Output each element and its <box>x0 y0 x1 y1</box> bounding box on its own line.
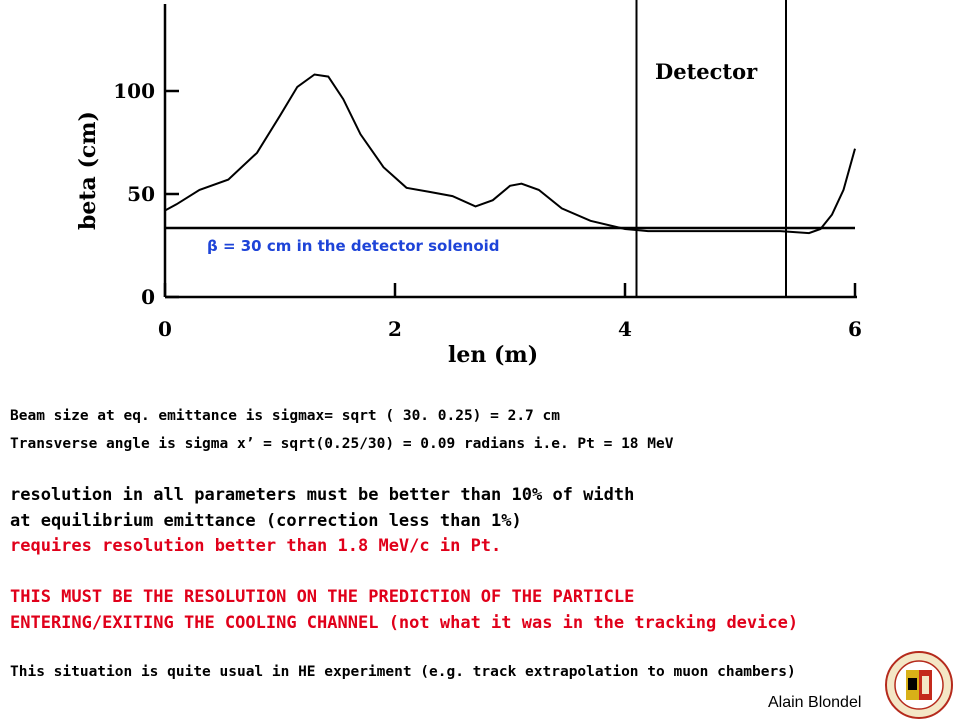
author-name: Alain Blondel <box>768 694 862 711</box>
detector-label: Detector <box>655 59 758 84</box>
beta-chart: 0 50 100 0 2 4 6 Detector β = 30 cm in the de… <box>75 0 862 368</box>
x-tick-label: 4 <box>618 317 632 341</box>
x-tick-label: 2 <box>388 317 402 341</box>
text-line-resolution: resolution in all parameters must be bet… <box>10 485 635 505</box>
beta-curve <box>164 73 856 235</box>
y-tick-label: 50 <box>127 182 155 206</box>
y-tick-label: 100 <box>113 79 155 103</box>
text-line-transverse-angle: Transverse angle is sigma x’ = sqrt(0.25… <box>10 436 674 452</box>
y-axis-label: beta (cm) <box>75 111 101 230</box>
x-axis-label: len (m) <box>448 342 538 368</box>
text-line-equilibrium: at equilibrium emittance (correction les… <box>10 511 522 531</box>
text-line-situation: This situation is quite usual in HE expe… <box>10 664 796 680</box>
text-line-must-be: THIS MUST BE THE RESOLUTION ON THE PREDI… <box>10 587 635 607</box>
x-tick-label: 6 <box>848 317 862 341</box>
text-line-beam-size: Beam size at eq. emittance is sigmax= sq… <box>10 408 560 424</box>
x-tick-label: 0 <box>158 317 172 341</box>
y-tick-label: 0 <box>141 285 155 309</box>
text-line-requires: requires resolution better than 1.8 MeV/… <box>10 536 502 556</box>
university-seal-icon <box>885 651 953 719</box>
plot-area: 0 50 100 0 2 4 6 Detector β = 30 cm in the de… <box>75 0 862 368</box>
text-line-entering: ENTERING/EXITING THE COOLING CHANNEL (no… <box>10 613 799 633</box>
beta-annotation: β = 30 cm in the detector solenoid <box>207 237 500 255</box>
